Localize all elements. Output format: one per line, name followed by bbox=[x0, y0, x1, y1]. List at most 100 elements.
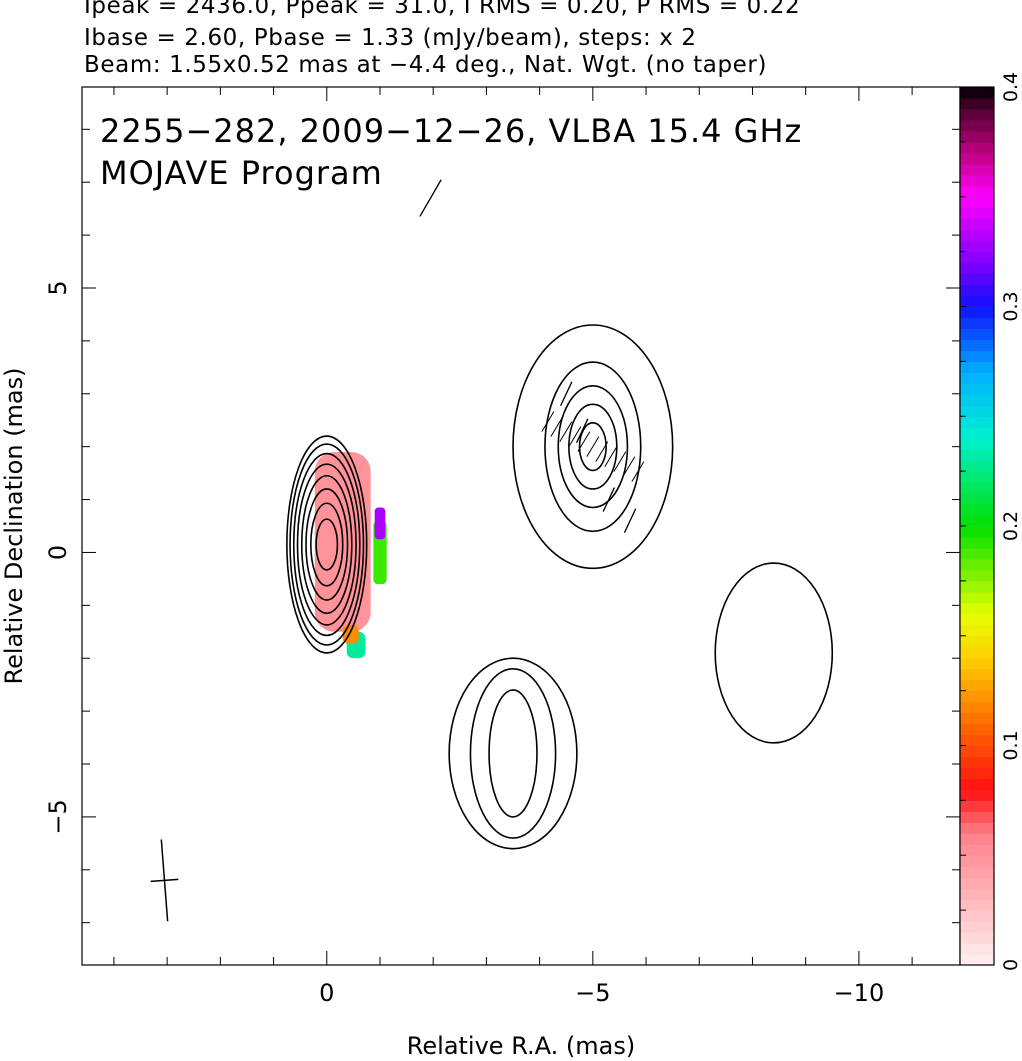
colorbar-band bbox=[960, 438, 994, 450]
colorbar-band bbox=[960, 690, 994, 703]
colorbar-band bbox=[960, 899, 994, 911]
axis-ticks: 0 −5 −10 5 0 −5 bbox=[44, 87, 960, 1007]
x-tick-label: −10 bbox=[834, 979, 885, 1007]
colorbar-band bbox=[960, 405, 994, 417]
colorbar-band bbox=[960, 877, 994, 889]
colorbar-band bbox=[960, 526, 994, 538]
evpa-vector bbox=[602, 487, 616, 512]
colorbar-band bbox=[960, 471, 994, 483]
stats-line-beam: Beam: 1.55x0.52 mas at −4.4 deg., Nat. W… bbox=[84, 52, 768, 78]
colorbar-band bbox=[960, 712, 994, 725]
hatch-line bbox=[622, 456, 636, 477]
colorbar-tick-label: 0.1 bbox=[1000, 730, 1022, 760]
x-tick-label: 0 bbox=[319, 979, 334, 1007]
colorbar-band bbox=[960, 668, 994, 681]
colorbar-band bbox=[960, 657, 994, 670]
colorbar-band bbox=[960, 800, 994, 812]
colorbar-band bbox=[960, 240, 994, 253]
colorbar-band bbox=[960, 350, 994, 362]
colorbar-band bbox=[960, 174, 994, 187]
colorbar-band bbox=[960, 108, 994, 121]
colorbar-tick-label: 0.4 bbox=[1000, 72, 1022, 102]
hatch-line bbox=[595, 441, 609, 462]
contour-core bbox=[296, 463, 357, 626]
colorbar-band bbox=[960, 339, 994, 351]
colorbar-band bbox=[960, 602, 994, 615]
x-axis-label: Relative R.A. (mas) bbox=[407, 1032, 635, 1060]
colorbar-band bbox=[960, 394, 994, 406]
beam-minor-axis bbox=[150, 878, 179, 883]
intensity-contours bbox=[286, 324, 834, 850]
colorbar-tick-label: 0 bbox=[1000, 959, 1022, 971]
x-tick-label: −5 bbox=[575, 979, 610, 1007]
colorbar-band bbox=[960, 207, 994, 220]
evpa-vector bbox=[623, 508, 637, 533]
hatch-line bbox=[613, 451, 627, 472]
plot-frame bbox=[81, 86, 961, 966]
colorbar-band bbox=[960, 97, 994, 110]
contour-southern-feature bbox=[448, 657, 578, 850]
hatch-line bbox=[550, 416, 564, 437]
colorbar-band bbox=[960, 811, 994, 823]
evpa-vector bbox=[419, 179, 442, 217]
colorbar-band bbox=[960, 141, 994, 154]
colorbar-band bbox=[960, 427, 994, 439]
colorbar-band bbox=[960, 844, 994, 856]
colorbar-band bbox=[960, 317, 994, 330]
hatch-line bbox=[577, 431, 591, 452]
hatch-line bbox=[559, 421, 573, 442]
colorbar-band bbox=[960, 306, 994, 319]
contour-southern-feature bbox=[488, 689, 538, 818]
contour-jet-knot-A bbox=[557, 385, 629, 509]
colorbar-band bbox=[960, 932, 994, 944]
colorbar-band bbox=[960, 163, 994, 176]
stats-line-base: Ibase = 2.60, Pbase = 1.33 (mJy/beam), s… bbox=[84, 25, 697, 51]
colorbar-band bbox=[960, 273, 994, 286]
contour-core bbox=[289, 443, 365, 646]
contour-southern-feature bbox=[469, 668, 557, 839]
colorbar-tick-label: 0.2 bbox=[1000, 511, 1022, 541]
colorbar-band bbox=[960, 416, 994, 428]
colorbar-band bbox=[960, 767, 994, 780]
colorbar-band bbox=[960, 789, 994, 801]
colorbar-band bbox=[960, 251, 994, 264]
negative-contour-hatching bbox=[541, 411, 645, 482]
contour-core bbox=[286, 435, 368, 654]
colorbar-band bbox=[960, 361, 994, 373]
contour-core bbox=[300, 474, 353, 615]
y-axis-label: Relative Declination (mas) bbox=[0, 367, 28, 684]
colorbar-band bbox=[960, 130, 994, 143]
colorbar-band bbox=[960, 943, 994, 955]
colorbar-band bbox=[960, 855, 994, 867]
colorbar-band bbox=[960, 778, 994, 790]
contour-jet-knot-A bbox=[544, 361, 642, 533]
colorbar-band bbox=[960, 745, 994, 758]
colorbar-tick-label: 0.3 bbox=[1000, 291, 1022, 321]
contour-core bbox=[305, 488, 349, 601]
colorbar-band bbox=[960, 152, 994, 165]
plot-title-line1: 2255−282, 2009−12−26, VLBA 15.4 GHz bbox=[100, 112, 802, 150]
colorbar-band bbox=[960, 119, 994, 132]
colorbar-band bbox=[960, 87, 994, 99]
contour-core bbox=[310, 502, 344, 587]
colorbar-band bbox=[960, 218, 994, 231]
colorbar-band bbox=[960, 569, 994, 582]
colorbar-band bbox=[960, 262, 994, 275]
colorbar-band bbox=[960, 888, 994, 900]
colorbar-band bbox=[960, 547, 994, 560]
evpa-vectors bbox=[419, 179, 637, 533]
colorbar-band bbox=[960, 679, 994, 692]
colorbar-band bbox=[960, 295, 994, 308]
y-tick-label: 0 bbox=[44, 545, 72, 560]
colorbar-band bbox=[960, 613, 994, 626]
contour-jet-knot-A bbox=[512, 324, 674, 570]
colorbar-band bbox=[960, 493, 994, 505]
contour-core bbox=[292, 452, 361, 637]
colorbar-band bbox=[960, 536, 994, 549]
colorbar-band bbox=[960, 482, 994, 494]
colorbar-band bbox=[960, 515, 994, 527]
y-tick-label: 5 bbox=[44, 280, 72, 295]
colorbar-band bbox=[960, 196, 994, 209]
contour-jet-knot-A bbox=[578, 422, 607, 472]
hatch-line bbox=[604, 446, 618, 467]
